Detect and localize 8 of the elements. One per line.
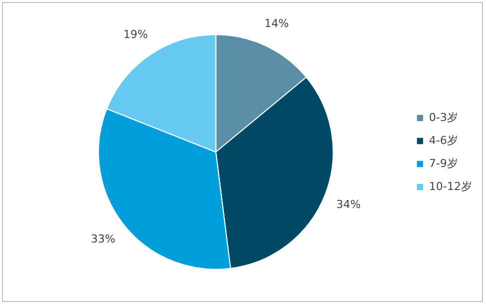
data-label: 34% <box>336 198 361 211</box>
data-label: 14% <box>264 17 289 30</box>
data-label: 19% <box>123 28 148 42</box>
legend-label: 10-12岁 <box>429 178 472 194</box>
legend-label: 0-3岁 <box>429 110 458 124</box>
data-label: 33% <box>90 232 116 246</box>
legend-label: 4-6岁 <box>429 132 458 148</box>
legend-label: 7-9岁 <box>429 156 458 170</box>
